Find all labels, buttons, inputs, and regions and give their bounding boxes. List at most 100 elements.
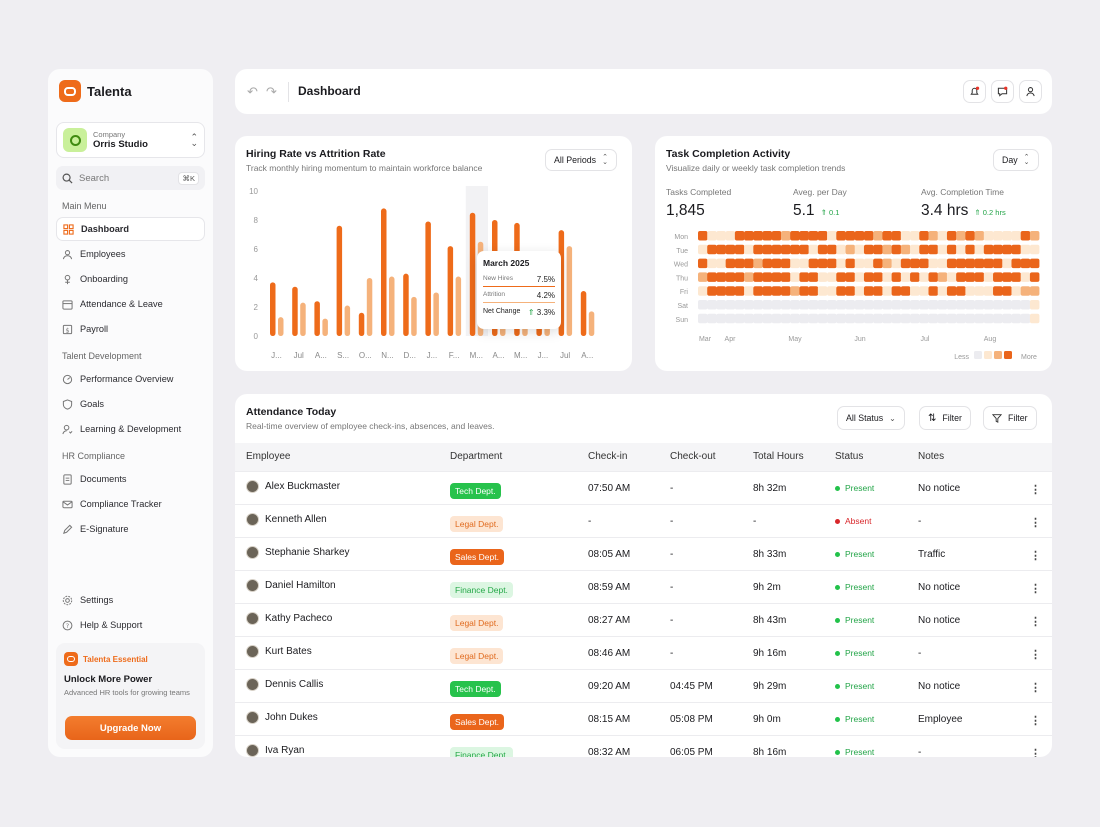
heatmap-cell[interactable] [882, 313, 892, 324]
heatmap-cell[interactable] [882, 258, 892, 269]
heatmap-cell[interactable] [1011, 313, 1021, 324]
heatmap-cell[interactable] [762, 244, 773, 255]
heatmap-cell[interactable] [937, 313, 948, 324]
bar-attrition[interactable] [433, 292, 439, 337]
more-options-icon[interactable]: ⋮ [1030, 484, 1041, 496]
heatmap-cell[interactable] [946, 244, 957, 255]
heatmap-cell[interactable] [725, 231, 736, 241]
heatmap-cell[interactable] [762, 286, 773, 296]
heatmap-cell[interactable] [771, 313, 782, 324]
heatmap-cell[interactable] [827, 286, 837, 296]
heatmap-cell[interactable] [698, 258, 708, 269]
heatmap-cell[interactable] [698, 272, 708, 282]
heatmap-cell[interactable] [744, 231, 754, 241]
heatmap-cell[interactable] [799, 313, 809, 324]
heatmap-cell[interactable] [919, 272, 929, 282]
heatmap-cell[interactable] [910, 258, 920, 269]
heatmap-cell[interactable] [780, 244, 791, 255]
bar-new-hires[interactable] [447, 246, 454, 336]
heatmap-cell[interactable] [910, 313, 920, 324]
bar-attrition[interactable] [389, 276, 395, 336]
heatmap-cell[interactable] [799, 286, 809, 296]
heatmap-cell[interactable] [836, 272, 846, 282]
heatmap-cell[interactable] [937, 231, 948, 241]
more-options-icon[interactable]: ⋮ [1030, 517, 1041, 529]
heatmap-cell[interactable] [919, 300, 929, 310]
heatmap-cell[interactable] [744, 286, 754, 296]
period-select[interactable]: All Periods ⌃ ⌄ [545, 149, 617, 171]
heatmap-cell[interactable] [1020, 231, 1031, 241]
bar-new-hires[interactable] [270, 282, 276, 336]
heatmap-cell[interactable] [900, 300, 911, 310]
heatmap-cell[interactable] [956, 300, 966, 310]
heatmap-cell[interactable] [891, 272, 902, 282]
heatmap-cell[interactable] [790, 313, 800, 324]
heatmap-cell[interactable] [974, 231, 985, 241]
heatmap-cell[interactable] [762, 313, 773, 324]
heatmap-cell[interactable] [808, 258, 819, 269]
heatmap-cell[interactable] [836, 231, 846, 241]
heatmap-cell[interactable] [1029, 313, 1040, 324]
heatmap-cell[interactable] [827, 313, 837, 324]
bar-new-hires[interactable] [469, 212, 476, 336]
heatmap-cell[interactable] [900, 286, 911, 296]
bar-attrition[interactable] [322, 318, 328, 336]
heatmap-cell[interactable] [716, 244, 726, 255]
heatmap-cell[interactable] [937, 286, 948, 296]
heatmap-cell[interactable] [1029, 272, 1040, 282]
heatmap-cell[interactable] [790, 231, 800, 241]
heatmap-cell[interactable] [910, 231, 920, 241]
heatmap-cell[interactable] [882, 286, 892, 296]
heatmap-cell[interactable] [919, 313, 929, 324]
bar-attrition[interactable] [455, 276, 462, 336]
heatmap-cell[interactable] [716, 231, 726, 241]
heatmap-cell[interactable] [827, 300, 837, 310]
heatmap-cell[interactable] [799, 231, 809, 241]
bar-attrition[interactable] [411, 296, 417, 336]
table-row[interactable]: Daniel Hamilton Finance Dept. 08:59 AM - 9h … [235, 570, 1052, 603]
heatmap-cell[interactable] [956, 244, 966, 255]
heatmap-cell[interactable] [993, 258, 1003, 269]
heatmap-cell[interactable] [937, 244, 948, 255]
heatmap-cell[interactable] [734, 313, 745, 324]
heatmap-cell[interactable] [725, 272, 736, 282]
mode-select[interactable]: Day ⌃ ⌄ [993, 149, 1039, 171]
heatmap-cell[interactable] [910, 272, 920, 282]
heatmap-cell[interactable] [854, 272, 865, 282]
heatmap-cell[interactable] [744, 272, 754, 282]
heatmap-cell[interactable] [1029, 300, 1040, 310]
sidebar-item-e-signature[interactable]: E-Signature [56, 517, 205, 541]
heatmap-cell[interactable] [744, 313, 754, 324]
heatmap-cell[interactable] [863, 244, 874, 255]
heatmap-cell[interactable] [1002, 244, 1012, 255]
heatmap-cell[interactable] [1011, 272, 1021, 282]
heatmap-cell[interactable] [993, 272, 1003, 282]
heatmap-cell[interactable] [854, 258, 865, 269]
heatmap-cell[interactable] [873, 300, 883, 310]
heatmap-cell[interactable] [753, 272, 763, 282]
bar-attrition[interactable] [278, 317, 284, 336]
more-options-icon[interactable]: ⋮ [1030, 715, 1041, 727]
heatmap-cell[interactable] [965, 244, 975, 255]
heatmap-cell[interactable] [827, 244, 837, 255]
heatmap-cell[interactable] [762, 231, 773, 241]
heatmap-cell[interactable] [836, 286, 846, 296]
table-row[interactable]: Alex Buckmaster Tech Dept. 07:50 AM - 8h 32m… [235, 471, 1052, 504]
heatmap-cell[interactable] [983, 231, 994, 241]
heatmap-cell[interactable] [799, 300, 809, 310]
heatmap-cell[interactable] [698, 286, 708, 296]
heatmap-cell[interactable] [734, 258, 745, 269]
heatmap-cell[interactable] [882, 300, 892, 310]
heatmap-cell[interactable] [854, 244, 865, 255]
heatmap-cell[interactable] [854, 286, 865, 296]
heatmap-cell[interactable] [771, 272, 782, 282]
heatmap-cell[interactable] [734, 231, 745, 241]
heatmap-cell[interactable] [790, 286, 800, 296]
bar-new-hires[interactable] [336, 225, 343, 336]
heatmap-cell[interactable] [983, 272, 994, 282]
heatmap-cell[interactable] [928, 300, 939, 310]
heatmap-cell[interactable] [891, 231, 902, 241]
heatmap-cell[interactable] [919, 244, 929, 255]
heatmap-cell[interactable] [900, 313, 911, 324]
upgrade-button[interactable]: Upgrade Now [65, 716, 196, 740]
